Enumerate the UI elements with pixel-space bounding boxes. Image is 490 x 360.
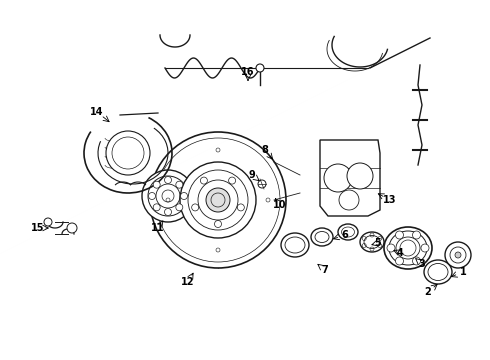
Circle shape [347, 163, 373, 189]
Circle shape [339, 190, 359, 210]
Text: 7: 7 [321, 265, 328, 275]
Circle shape [148, 193, 155, 199]
Circle shape [153, 204, 160, 211]
Polygon shape [320, 140, 380, 216]
Circle shape [106, 131, 150, 175]
Text: 3: 3 [418, 259, 425, 269]
Text: 14: 14 [90, 107, 104, 117]
Circle shape [258, 180, 266, 188]
Ellipse shape [311, 228, 333, 246]
Text: 16: 16 [241, 67, 255, 77]
Text: 8: 8 [262, 145, 269, 155]
Text: 9: 9 [248, 170, 255, 180]
Circle shape [413, 257, 420, 265]
Circle shape [165, 208, 172, 216]
Ellipse shape [424, 260, 452, 284]
Circle shape [176, 204, 183, 211]
Circle shape [176, 181, 183, 188]
Text: 2: 2 [425, 287, 431, 297]
Circle shape [256, 64, 264, 72]
Circle shape [413, 231, 420, 239]
Circle shape [387, 244, 395, 252]
Text: 13: 13 [383, 195, 397, 205]
Text: 11: 11 [151, 223, 165, 233]
Circle shape [44, 218, 52, 226]
Ellipse shape [384, 227, 432, 269]
Circle shape [165, 176, 172, 184]
Circle shape [324, 164, 352, 192]
Circle shape [395, 231, 403, 239]
Text: 5: 5 [375, 238, 381, 248]
Circle shape [67, 223, 77, 233]
Circle shape [445, 242, 471, 268]
Text: 12: 12 [181, 277, 195, 287]
Circle shape [421, 244, 429, 252]
Circle shape [180, 193, 188, 199]
Circle shape [395, 257, 403, 265]
Circle shape [142, 170, 194, 222]
Circle shape [455, 252, 461, 258]
Text: 15: 15 [31, 223, 45, 233]
Circle shape [153, 181, 160, 188]
Text: 10: 10 [273, 200, 287, 210]
Text: 4: 4 [396, 248, 403, 258]
Text: 6: 6 [342, 230, 348, 240]
Ellipse shape [281, 233, 309, 257]
Circle shape [150, 132, 286, 268]
Text: 1: 1 [460, 267, 466, 277]
Circle shape [206, 188, 230, 212]
Circle shape [180, 162, 256, 238]
Ellipse shape [338, 224, 358, 240]
Ellipse shape [360, 232, 384, 252]
